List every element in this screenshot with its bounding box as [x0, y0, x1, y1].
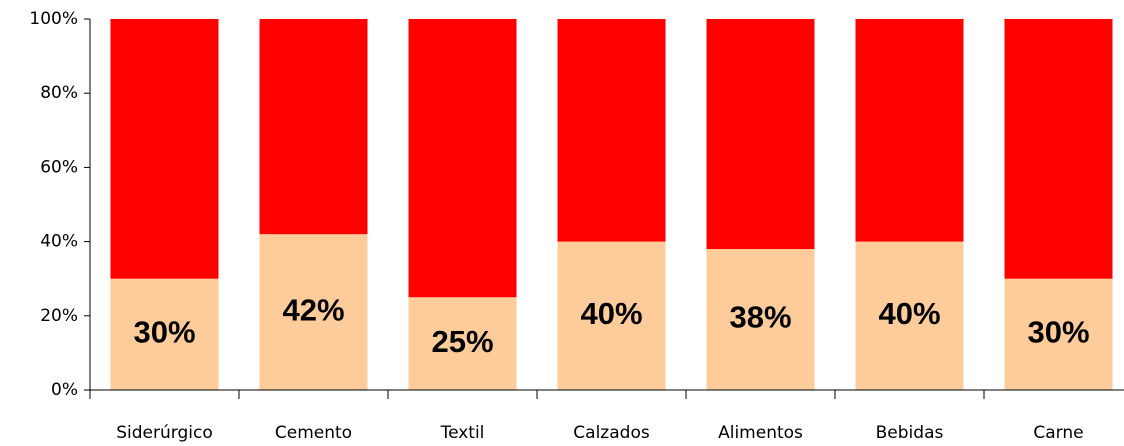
bar-segment — [855, 19, 964, 242]
bar-segment — [557, 241, 666, 390]
y-tick-label: 80% — [40, 83, 78, 103]
bar-segment — [110, 19, 219, 279]
data-label: 40% — [580, 296, 642, 331]
y-tick-label: 20% — [40, 306, 78, 326]
bar-segment — [706, 249, 815, 390]
x-tick-label: Textil — [440, 423, 485, 443]
bar-segment — [1004, 278, 1113, 390]
x-tick-label: Siderúrgico — [116, 423, 212, 443]
y-tick-label: 100% — [29, 9, 78, 29]
data-label: 42% — [282, 292, 344, 327]
bar-segment — [1004, 19, 1113, 279]
bar-segment — [557, 19, 666, 242]
bar-segment — [110, 278, 219, 390]
bar-segment — [259, 234, 368, 390]
data-label: 38% — [729, 300, 791, 335]
y-tick-label: 0% — [51, 380, 78, 400]
x-tick-label: Cemento — [275, 423, 352, 443]
data-label: 40% — [878, 296, 940, 331]
bar-segment — [408, 297, 517, 390]
bar-segment — [706, 19, 815, 250]
x-tick-label: Calzados — [573, 423, 650, 443]
data-label: 30% — [133, 315, 195, 350]
bar-segment — [408, 19, 517, 298]
x-tick-label: Bebidas — [876, 423, 944, 443]
y-tick-label: 40% — [40, 232, 78, 252]
y-tick-label: 60% — [40, 157, 78, 177]
data-label: 30% — [1027, 315, 1089, 350]
x-tick-label: Alimentos — [718, 423, 803, 443]
bar-segment — [855, 241, 964, 390]
x-tick-label: Carne — [1033, 423, 1083, 443]
data-label: 25% — [431, 324, 493, 359]
bar-segment — [259, 19, 368, 235]
